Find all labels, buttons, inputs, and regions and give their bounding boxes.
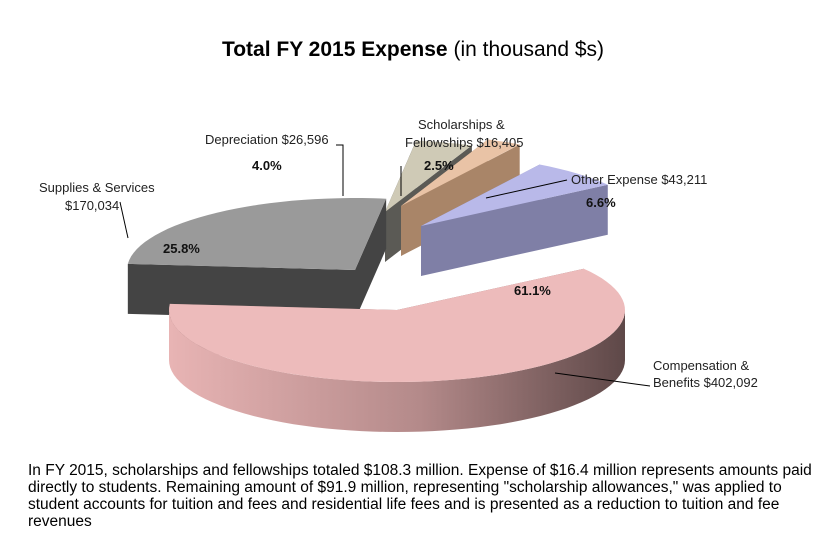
slice-labels: Compensation & Benefits $402,092 61.1% S…: [39, 117, 758, 390]
slice-percent-supplies: 25.8%: [163, 241, 200, 256]
leader-line-supplies: [119, 201, 129, 239]
slice-label-scholarships-line2: Fellowships $16,405: [405, 135, 524, 150]
chart-title: Total FY 2015 Expense (in thousand $s): [0, 38, 826, 62]
pie-chart: Compensation & Benefits $402,092 61.1% S…: [39, 117, 758, 432]
slice-supplies-top: [127, 198, 387, 270]
slice-supplies: [127, 198, 387, 320]
slice-label-compensation-line1: Compensation &: [653, 358, 749, 373]
leader-line-depreciation: [336, 144, 344, 196]
slice-label-supplies-line2: $170,034: [65, 198, 119, 213]
slice-compensation-side-0: [169, 310, 625, 432]
leader-line-other: [485, 179, 568, 199]
slice-label-compensation-line2: Benefits $402,092: [653, 375, 758, 390]
slice-percent-other: 6.6%: [586, 195, 616, 210]
chart-title-main: Total FY 2015 Expense: [221, 38, 448, 61]
footnote: In FY 2015, scholarships and fellowships…: [28, 462, 812, 530]
leader-line-compensation: [554, 372, 651, 387]
slice-percent-compensation: 61.1%: [514, 283, 551, 298]
slice-label-scholarships-line1: Scholarships &: [418, 117, 505, 132]
slice-compensation: [169, 268, 625, 432]
slice-label-other: Other Expense $43,211: [571, 172, 707, 187]
slice-scholarships-top: [401, 139, 520, 206]
slice-percent-depreciation: 4.0%: [252, 158, 282, 173]
slice-compensation-top: [169, 268, 625, 382]
slice-depreciation-top: [385, 140, 472, 212]
leader-lines: [119, 144, 651, 387]
slice-other-top: [421, 164, 608, 226]
slice-supplies-wall-1: [355, 198, 387, 320]
slice-other-wall-1: [421, 184, 608, 276]
slice-label-depreciation: Depreciation $26,596: [205, 132, 329, 147]
slice-percent-scholarships: 2.5%: [424, 158, 454, 173]
slice-label-supplies-line1: Supplies & Services: [39, 180, 155, 195]
pie-slices: [127, 139, 625, 432]
chart-title-suffix: (in thousand $s): [453, 38, 605, 61]
